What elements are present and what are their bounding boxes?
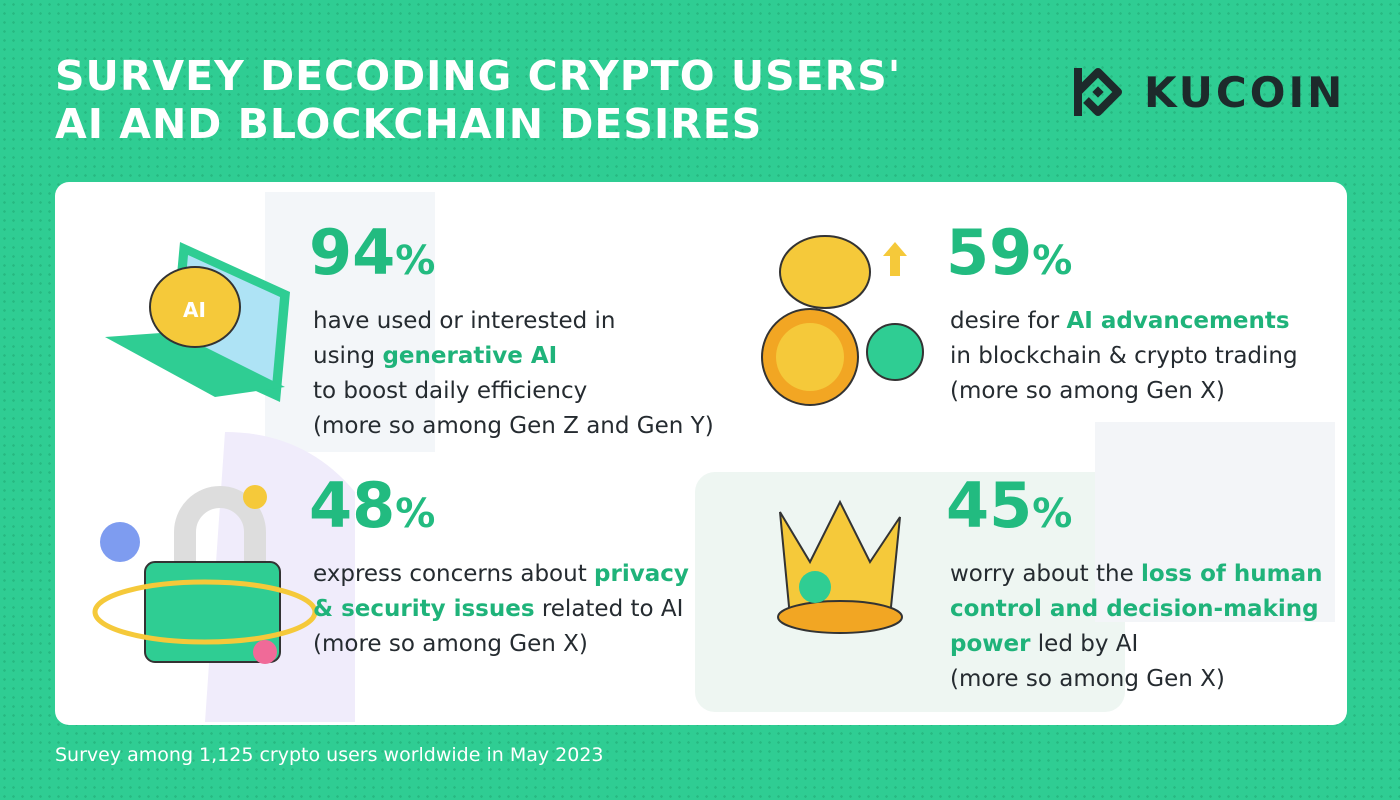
body-text: related to AI	[534, 596, 684, 622]
body-text: using	[313, 343, 383, 369]
stat-line: (more so among Gen Z and Gen Y)	[313, 409, 714, 444]
coins-illustration	[761, 235, 924, 406]
stat-line: desire for AI advancements	[950, 304, 1298, 339]
title-line: SURVEY DECODING CRYPTO USERS'	[55, 52, 902, 100]
svg-text:AI: AI	[183, 298, 206, 322]
body-text: (more so among Gen X)	[950, 666, 1225, 692]
logo: KUCOIN	[1072, 64, 1345, 120]
title-line: AI AND BLOCKCHAIN DESIRES	[55, 100, 763, 148]
body-text: have used or interested in	[313, 308, 616, 334]
stat-percent: 45%	[946, 475, 1323, 545]
laptop-illustration: AI	[105, 242, 290, 402]
stat-block: 59% desire for AI advancements in blockcha…	[946, 222, 1298, 409]
card: AI 94% have used or interested in using ge…	[55, 182, 1347, 725]
stat-line: (more so among Gen X)	[950, 662, 1323, 697]
highlight-text: privacy	[594, 561, 689, 587]
title: SURVEY DECODING CRYPTO USERS' AI AND BLOC…	[55, 52, 901, 148]
body-text: (more so among Gen X)	[313, 631, 588, 657]
stat-text: desire for AI advancements in blockchain …	[950, 304, 1298, 409]
body-text: desire for	[950, 308, 1067, 334]
stat-line: & security issues related to AI	[313, 592, 689, 627]
stat-line: control and decision-making	[950, 592, 1323, 627]
highlight-text: generative AI	[382, 343, 558, 369]
stat-unit: %	[1032, 238, 1073, 284]
highlight-text: AI advancements	[1066, 308, 1290, 334]
body-text: worry about the	[950, 561, 1142, 587]
stat-percent: 59%	[946, 222, 1298, 292]
stat-value: 45	[946, 469, 1033, 542]
crown-illustration	[777, 499, 903, 634]
stat-line: in blockchain & crypto trading	[950, 339, 1298, 374]
stat-percent: 48%	[309, 475, 689, 545]
stat-value: 59	[946, 216, 1033, 289]
body-text: express concerns about	[313, 561, 595, 587]
stat-line: have used or interested in	[313, 304, 714, 339]
stat-line: (more so among Gen X)	[313, 627, 689, 662]
logo-icon	[1074, 68, 1122, 116]
stat-line: worry about the loss of human	[950, 557, 1323, 592]
stat-percent: 94%	[309, 222, 714, 292]
body-text: (more so among Gen X)	[950, 378, 1225, 404]
stat-line: using generative AI	[313, 339, 714, 374]
stat-line: power led by AI	[950, 627, 1323, 662]
stat-line: to boost daily efficiency	[313, 374, 714, 409]
stat-text: have used or interested in using generati…	[313, 304, 714, 444]
stat-line: express concerns about privacy	[313, 557, 689, 592]
stat-block: 48% express concerns about privacy & secur…	[309, 475, 689, 662]
stat-unit: %	[1032, 491, 1073, 537]
stat-value: 94	[309, 216, 396, 289]
body-text: to boost daily efficiency	[313, 378, 588, 404]
body-text: led by AI	[1030, 631, 1139, 657]
highlight-text: control and decision-making	[950, 596, 1319, 622]
stat-block: 45% worry about the loss of human control …	[946, 475, 1323, 697]
logo-text: KUCOIN	[1144, 67, 1346, 117]
highlight-text: loss of human	[1141, 561, 1323, 587]
body-text: (more so among Gen Z and Gen Y)	[313, 413, 714, 439]
footer: Survey among 1,125 crypto users worldwid…	[55, 744, 604, 766]
stat-text: worry about the loss of human control and…	[950, 557, 1323, 697]
body-text: in blockchain & crypto trading	[950, 343, 1298, 369]
stat-block: 94% have used or interested in using gener…	[309, 222, 714, 444]
stat-unit: %	[395, 238, 436, 284]
highlight-text: & security issues	[313, 596, 535, 622]
stat-unit: %	[395, 491, 436, 537]
stat-text: express concerns about privacy & security…	[313, 557, 689, 662]
stat-line: (more so among Gen X)	[950, 374, 1298, 409]
highlight-text: power	[950, 631, 1031, 657]
lock-illustration	[92, 485, 318, 664]
stat-value: 48	[309, 469, 396, 542]
